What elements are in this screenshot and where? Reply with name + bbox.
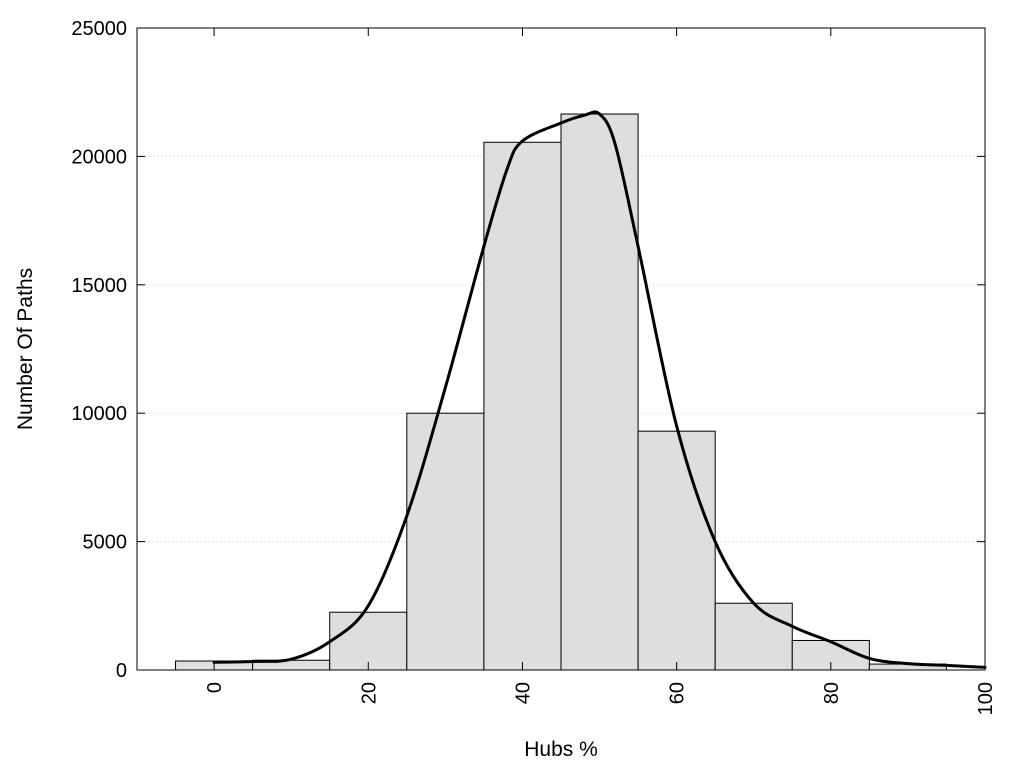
y-axis-ticks: 0 5000 10000 15000 20000 25000 — [71, 18, 985, 682]
bars-group — [175, 113, 947, 671]
bar-3 — [406, 412, 485, 671]
x-tick-label-0: 0 — [204, 682, 226, 693]
bar-6 — [637, 430, 716, 671]
y-tick-label-1: 5000 — [83, 532, 128, 554]
bar-5 — [560, 113, 639, 671]
y-tick-label-5: 25000 — [71, 18, 127, 40]
x-axis-label: Hubs % — [524, 738, 598, 761]
bar-7 — [714, 602, 793, 671]
x-tick-label-1: 20 — [358, 682, 380, 704]
density-curve-group — [212, 110, 987, 669]
x-tick-label-4: 80 — [821, 682, 843, 704]
plot-frame — [136, 27, 986, 671]
density-curve — [212, 110, 987, 669]
x-tick-label-2: 40 — [512, 682, 534, 704]
y-tick-label-0: 0 — [116, 660, 127, 682]
x-axis-ticks: 0 20 40 60 80 100 — [204, 28, 997, 715]
y-tick-label-2: 10000 — [71, 403, 127, 425]
bar-4 — [483, 141, 562, 671]
y-tick-label-4: 20000 — [71, 146, 127, 168]
x-tick-label-3: 60 — [667, 682, 689, 704]
y-axis-label: Number Of Paths — [14, 268, 37, 430]
x-tick-label-5: 100 — [975, 682, 997, 715]
y-tick-label-3: 15000 — [71, 275, 127, 297]
bar-2 — [329, 611, 408, 671]
